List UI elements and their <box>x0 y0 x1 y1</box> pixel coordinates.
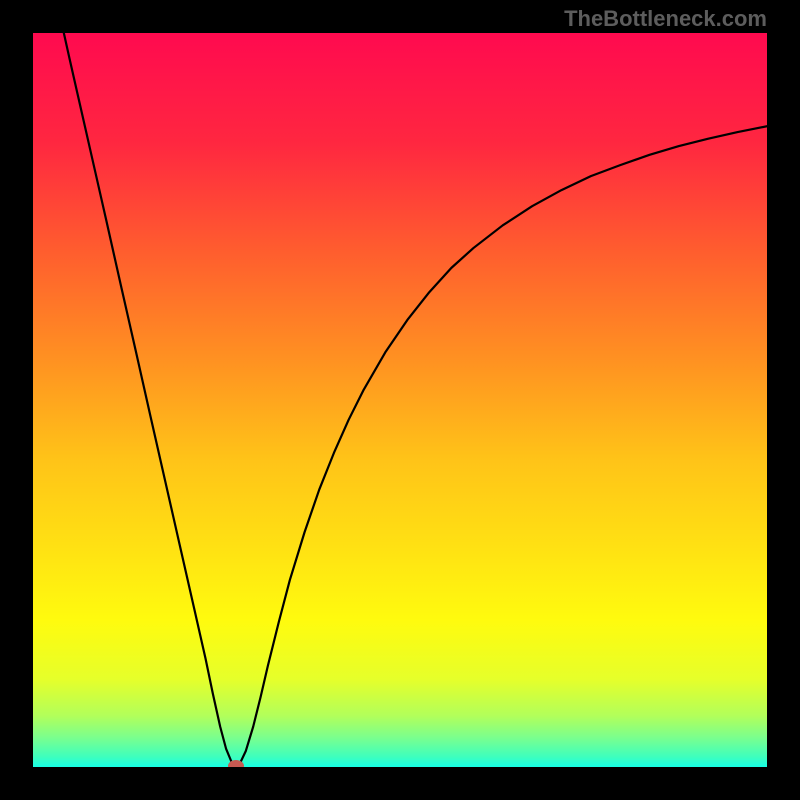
chart-container: TheBottleneck.com <box>0 0 800 800</box>
bottom-frame <box>33 767 767 800</box>
gradient-background <box>33 33 767 767</box>
plot-area <box>33 33 767 767</box>
watermark-text: TheBottleneck.com <box>564 6 767 32</box>
